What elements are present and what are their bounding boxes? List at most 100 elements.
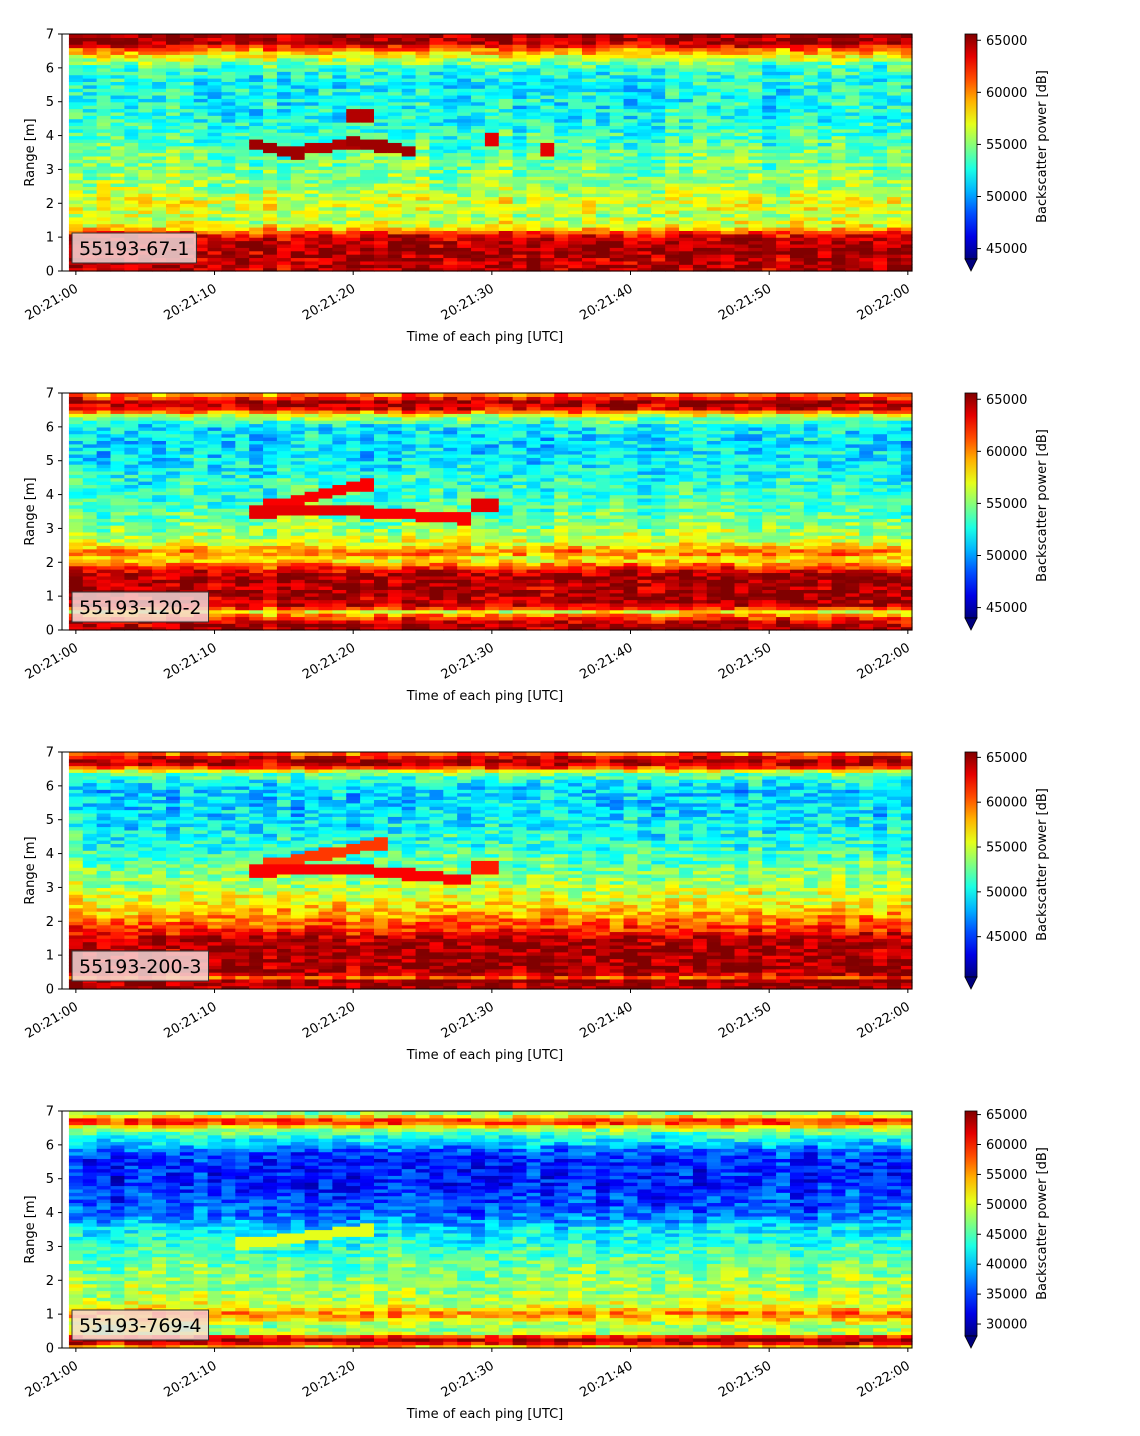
heatmap-cell bbox=[387, 105, 403, 110]
heatmap-cell bbox=[276, 135, 292, 140]
heatmap-cell bbox=[249, 247, 264, 252]
heatmap-cell bbox=[318, 64, 333, 69]
heatmap-cell bbox=[318, 247, 333, 252]
heatmap-cell bbox=[443, 223, 458, 228]
heatmap-cell bbox=[595, 138, 611, 143]
heatmap-cell bbox=[415, 199, 431, 204]
heatmap-cell bbox=[304, 64, 320, 69]
heatmap-cell bbox=[249, 111, 264, 116]
heatmap-cell bbox=[82, 40, 98, 45]
heatmap-cell bbox=[498, 240, 514, 245]
heatmap-cell bbox=[360, 267, 375, 272]
heatmap-cell bbox=[82, 132, 98, 137]
heatmap-cell bbox=[429, 186, 444, 191]
heatmap-cell bbox=[152, 105, 167, 110]
heatmap-cell bbox=[498, 84, 514, 89]
heatmap-cell bbox=[207, 105, 223, 110]
heatmap-cell bbox=[540, 247, 555, 252]
heatmap-cell bbox=[554, 115, 569, 120]
heatmap-cell bbox=[110, 122, 125, 127]
heatmap-cell bbox=[263, 220, 278, 225]
heatmap-cell bbox=[387, 172, 403, 177]
heatmap-cell bbox=[609, 216, 625, 221]
heatmap-cell bbox=[387, 111, 403, 116]
heatmap-cell bbox=[471, 196, 486, 201]
heatmap-cell bbox=[443, 264, 458, 269]
heatmap-cell bbox=[68, 199, 84, 204]
heatmap-cell bbox=[124, 393, 139, 397]
heatmap-cell bbox=[568, 155, 583, 160]
heatmap-cell bbox=[540, 193, 555, 198]
heatmap-cell bbox=[692, 34, 708, 38]
heatmap-cell bbox=[346, 213, 361, 218]
heatmap-cell bbox=[166, 267, 181, 272]
heatmap-cell bbox=[443, 199, 458, 204]
heatmap-cell bbox=[526, 57, 541, 62]
heatmap-cell bbox=[207, 243, 223, 248]
heatmap-cell bbox=[290, 213, 306, 218]
heatmap-cell bbox=[360, 189, 375, 194]
heatmap-cell bbox=[318, 40, 333, 45]
heatmap-cell bbox=[235, 34, 250, 38]
heatmap-cell bbox=[276, 54, 292, 59]
heatmap-cell bbox=[263, 179, 278, 184]
heatmap-cell bbox=[249, 37, 264, 42]
heatmap-cell bbox=[152, 101, 167, 106]
heatmap-cell bbox=[276, 179, 292, 184]
heatmap-cell bbox=[373, 138, 389, 143]
heatmap-cell bbox=[221, 115, 236, 120]
heatmap-cell bbox=[387, 135, 403, 140]
heatmap-cell bbox=[540, 57, 555, 62]
heatmap-cell bbox=[221, 172, 236, 177]
heatmap-cell bbox=[540, 264, 555, 269]
heatmap-cell bbox=[512, 57, 528, 62]
heatmap-cell bbox=[290, 243, 306, 248]
heatmap-cell bbox=[540, 61, 555, 66]
heatmap-cell bbox=[484, 94, 500, 99]
heatmap-cell bbox=[207, 233, 223, 238]
heatmap-cell bbox=[166, 206, 181, 211]
heatmap-cell bbox=[332, 61, 347, 66]
heatmap-cell bbox=[387, 50, 403, 55]
heatmap-cell bbox=[152, 115, 167, 120]
heatmap-cell bbox=[152, 223, 167, 228]
heatmap-cell bbox=[68, 189, 84, 194]
heatmap-cell bbox=[581, 40, 597, 45]
heatmap-cell bbox=[68, 135, 84, 140]
heatmap-cell bbox=[415, 260, 431, 265]
heatmap-cell bbox=[526, 37, 541, 42]
heatmap-cell bbox=[152, 216, 167, 221]
heatmap-cell bbox=[68, 182, 84, 187]
heatmap-cell bbox=[609, 54, 625, 59]
heatmap-cell bbox=[290, 132, 306, 137]
heatmap-cell bbox=[124, 44, 139, 49]
heatmap-cell bbox=[138, 393, 153, 397]
x-tick-label: 20:21:30 bbox=[439, 281, 497, 323]
heatmap-cell bbox=[415, 203, 431, 208]
heatmap-cell bbox=[138, 210, 153, 215]
heatmap-cell bbox=[554, 98, 569, 103]
heatmap-cell bbox=[110, 213, 125, 218]
heatmap-cell bbox=[471, 162, 486, 167]
heatmap-cell bbox=[318, 162, 333, 167]
heatmap-cell bbox=[110, 166, 125, 171]
heatmap-cell bbox=[82, 193, 98, 198]
heatmap-cell bbox=[471, 142, 486, 147]
heatmap-cell bbox=[401, 44, 417, 49]
heatmap-cell bbox=[304, 166, 320, 171]
heatmap-cell bbox=[304, 132, 320, 137]
heatmap-cell bbox=[166, 34, 181, 38]
heatmap-cell bbox=[96, 40, 112, 45]
heatmap-cell bbox=[207, 254, 223, 259]
heatmap-cell bbox=[540, 223, 555, 228]
heatmap-cell bbox=[526, 210, 541, 215]
heatmap-cell bbox=[304, 176, 320, 181]
heatmap-cell bbox=[221, 74, 236, 79]
heatmap-cell bbox=[360, 125, 375, 130]
heatmap-cell bbox=[124, 128, 139, 133]
heatmap-cell bbox=[110, 78, 125, 82]
heatmap-cell bbox=[263, 159, 278, 164]
heatmap-cell bbox=[332, 64, 347, 69]
heatmap-cell bbox=[166, 54, 181, 59]
heatmap-cell bbox=[290, 155, 306, 160]
